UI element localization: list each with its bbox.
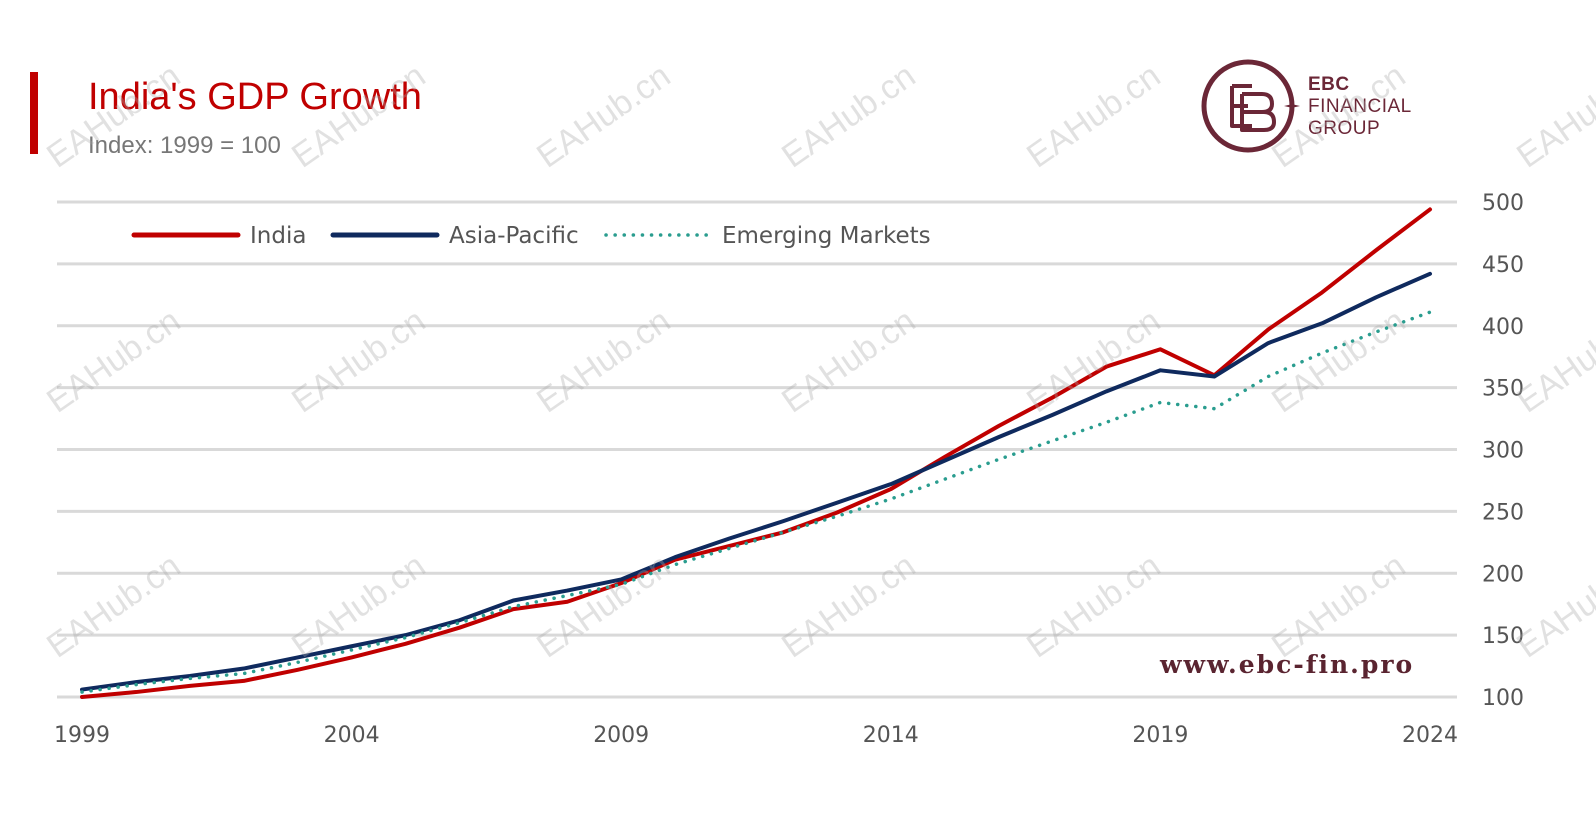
watermark-0-4: EAHub.cn bbox=[1020, 57, 1167, 176]
watermark-1-2: EAHub.cn bbox=[530, 302, 677, 421]
x-tick-label-2024: 2024 bbox=[1402, 723, 1458, 748]
watermark-0-6: EAHub.cn bbox=[1510, 57, 1596, 176]
watermark-0-5: EAHub.cn bbox=[1265, 57, 1412, 176]
legend-label-asia-pacific: Asia-Pacific bbox=[449, 223, 579, 249]
sparkle-icon bbox=[1284, 98, 1300, 114]
series-line-asia-pacific bbox=[80, 271, 1432, 692]
watermark-2-2: EAHub.cn bbox=[530, 547, 677, 666]
watermark-0-3: EAHub.cn bbox=[775, 57, 922, 176]
watermark-1-1: EAHub.cn bbox=[285, 302, 432, 421]
legend-label-emerging-markets: Emerging Markets bbox=[722, 223, 931, 249]
x-tick-label-2019: 2019 bbox=[1132, 723, 1188, 748]
legend-label-india: India bbox=[250, 223, 306, 249]
logo-line-financial: FINANCIAL bbox=[1308, 96, 1412, 117]
watermark-0-0: EAHub.cn bbox=[40, 57, 187, 176]
footer-url: www.ebc-fin.pro bbox=[1160, 650, 1415, 679]
x-axis-ticks: 1999 2004 2009 2014 2019 2024 bbox=[54, 723, 1458, 748]
x-tick-label-2004: 2004 bbox=[324, 723, 380, 748]
watermark-1-3: EAHub.cn bbox=[775, 302, 922, 421]
legend: India Asia-Pacific Emerging Markets bbox=[131, 223, 931, 249]
watermark-0-1: EAHub.cn bbox=[285, 57, 432, 176]
grid-lines bbox=[57, 200, 1457, 699]
watermark-0-2: EAHub.cn bbox=[530, 57, 677, 176]
x-tick-label-1999: 1999 bbox=[54, 723, 110, 748]
series-line-india bbox=[80, 207, 1432, 699]
logo-line-ebc: EBC bbox=[1308, 74, 1350, 95]
watermark-2-5: EAHub.cn bbox=[1265, 547, 1412, 666]
y-tick-label-300: 300 bbox=[1482, 439, 1524, 464]
title-accent-bar bbox=[30, 72, 38, 154]
x-tick-label-2009: 2009 bbox=[593, 723, 649, 748]
y-tick-label-250: 250 bbox=[1482, 500, 1524, 525]
watermark-2-4: EAHub.cn bbox=[1020, 547, 1167, 666]
y-axis-ticks: 100 150 200 250 300 350 400 450 500 bbox=[1482, 191, 1524, 711]
y-tick-label-200: 200 bbox=[1482, 562, 1524, 587]
watermark-1-5: EAHub.cn bbox=[1265, 302, 1412, 421]
ebc-logo: EBC FINANCIAL GROUP bbox=[1198, 56, 1458, 156]
y-tick-label-500: 500 bbox=[1482, 191, 1524, 216]
y-tick-label-350: 350 bbox=[1482, 377, 1524, 402]
y-tick-label-150: 150 bbox=[1482, 624, 1524, 649]
watermark-1-4: EAHub.cn bbox=[1020, 302, 1167, 421]
logo-text: EBC FINANCIAL GROUP bbox=[1308, 74, 1412, 140]
y-tick-label-400: 400 bbox=[1482, 315, 1524, 340]
watermark-1-0: EAHub.cn bbox=[40, 302, 187, 421]
series-line-emerging-markets bbox=[80, 310, 1432, 694]
y-tick-label-450: 450 bbox=[1482, 253, 1524, 278]
y-tick-label-100: 100 bbox=[1482, 686, 1524, 711]
x-tick-label-2014: 2014 bbox=[863, 723, 919, 748]
watermark-2-3: EAHub.cn bbox=[775, 547, 922, 666]
watermark-2-0: EAHub.cn bbox=[40, 547, 187, 666]
series-lines bbox=[80, 207, 1432, 699]
chart-subtitle: Index: 1999 = 100 bbox=[88, 132, 281, 159]
chart-title: India's GDP Growth bbox=[88, 76, 422, 118]
logo-line-group: GROUP bbox=[1308, 118, 1381, 139]
